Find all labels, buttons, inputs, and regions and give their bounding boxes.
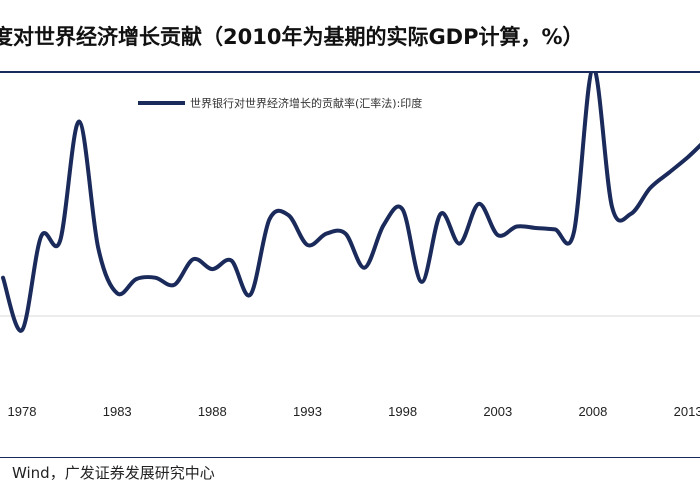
data-point [439,212,443,216]
data-point [77,120,81,124]
data-point [572,230,576,234]
data-point [115,291,119,295]
data-point [401,208,405,212]
series-line [1,72,700,333]
data-point [648,186,652,190]
legend: 世界银行对世界经济增长的贡献率(汇率法):印度 [138,96,422,110]
series-layer [1,72,700,333]
data-point [382,223,386,227]
data-point [153,276,157,280]
data-point [477,202,481,206]
data-point [629,212,633,216]
data-point [96,246,100,250]
x-tick-label: 1988 [198,404,227,419]
data-point [172,283,176,287]
data-point [58,239,62,243]
x-tick-label: 1983 [103,404,132,419]
x-tick-label: 1978 [8,404,37,419]
data-point [306,243,310,247]
data-point [515,225,519,229]
data-point [686,155,690,159]
data-point [667,171,671,175]
data-point [610,205,614,209]
footer-rule [0,457,700,458]
data-point [363,266,367,270]
x-axis-tick-labels: 1978 1983 1988 1993 1998 2003 2008 2013 [8,404,700,419]
data-point [20,328,24,332]
data-point [210,267,214,271]
data-point [496,233,500,237]
x-tick-label: 1993 [293,404,322,419]
legend-label: 世界银行对世界经济增长的贡献率(汇率法):印度 [190,96,422,110]
line-chart: 世界银行对世界经济增长的贡献率(汇率法):印度 1978 1983 1988 1993… [0,72,700,419]
data-point [134,277,138,281]
data-point [325,232,329,236]
data-point [1,276,5,280]
data-point [553,227,557,231]
data-point [534,226,538,230]
data-point [344,232,348,236]
x-tick-label: 1998 [388,404,417,419]
x-tick-label: 2013 [674,404,700,419]
data-point [39,235,43,239]
data-point [287,213,291,217]
x-tick-label: 2008 [578,404,607,419]
data-point [267,217,271,221]
x-tick-label: 2003 [483,404,512,419]
data-point [458,242,462,246]
data-point [420,280,424,284]
chart-title: 度对世界经济增长贡献（2010年为基期的实际GDP计算，%） [0,25,584,49]
source-note: Wind，广发证券发展研究中心 [12,464,215,482]
data-point [248,293,252,297]
data-point [229,259,233,263]
title-rule [0,71,700,73]
data-point [191,257,195,261]
